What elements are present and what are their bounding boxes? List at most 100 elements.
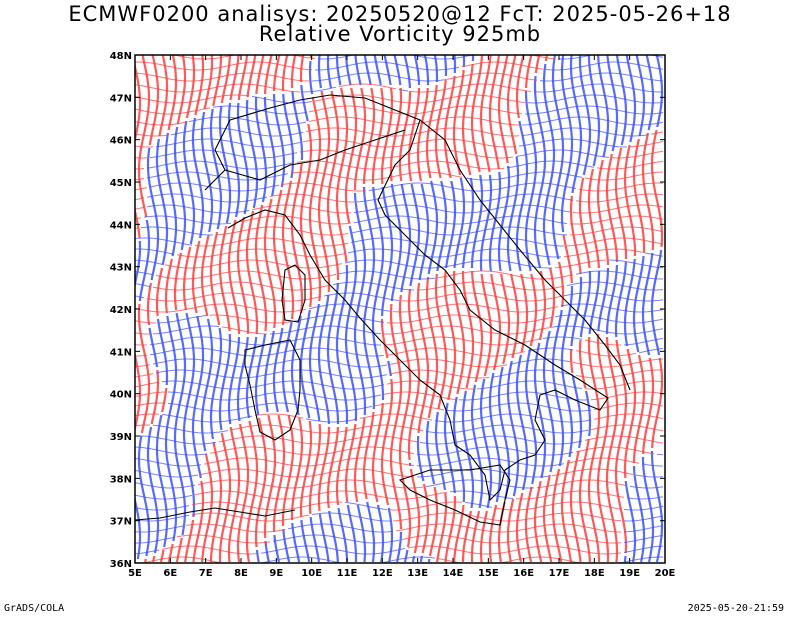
- positive-vorticity-contour: [140, 303, 559, 313]
- sicily: [398, 464, 511, 526]
- negative-vorticity-contour: [317, 55, 664, 60]
- positive-vorticity-contour: [254, 55, 268, 548]
- negative-vorticity-contour: [623, 55, 637, 563]
- lon-tick-label: 7E: [199, 568, 213, 579]
- lat-tick-label: 44N: [110, 220, 132, 231]
- negative-vorticity-contour: [161, 413, 592, 423]
- positive-vorticity-contour: [371, 87, 385, 503]
- lat-tick-label: 45N: [110, 178, 132, 189]
- negative-vorticity-contour: [152, 325, 664, 335]
- negative-vorticity-contour: [146, 160, 595, 170]
- positive-vorticity-contour: [135, 171, 664, 181]
- negative-vorticity-contour: [191, 117, 205, 479]
- negative-vorticity-contour: [167, 402, 592, 412]
- footer-timestamp: 2025-05-20-21:59: [687, 603, 784, 614]
- negative-vorticity-contour: [315, 61, 664, 71]
- positive-vorticity-contour: [135, 138, 664, 148]
- positive-vorticity-contour: [135, 83, 532, 93]
- lon-tick-label: 9E: [269, 568, 283, 579]
- positive-vorticity-contour: [135, 424, 664, 434]
- positive-vorticity-contour: [135, 336, 621, 346]
- positive-vorticity-contour: [218, 435, 664, 445]
- positive-vorticity-contour: [443, 75, 457, 563]
- lon-tick-label: 16E: [513, 568, 534, 579]
- lat-tick-label: 38N: [110, 474, 132, 485]
- negative-vorticity-contour: [135, 468, 664, 478]
- lat-tick-label: 47N: [110, 93, 132, 104]
- positive-vorticity-contour: [194, 237, 664, 247]
- positive-vorticity-contour: [389, 87, 403, 530]
- negative-vorticity-contour: [155, 369, 574, 379]
- positive-vorticity-contour: [290, 55, 304, 521]
- positive-vorticity-contour: [135, 347, 637, 357]
- negative-vorticity-contour: [140, 226, 568, 236]
- positive-vorticity-contour: [155, 55, 169, 563]
- positive-vorticity-contour: [135, 325, 550, 335]
- negative-vorticity-contour: [335, 55, 349, 562]
- positive-vorticity-contour: [135, 193, 664, 203]
- positive-vorticity-contour: [281, 55, 295, 527]
- lon-tick-label: 8E: [234, 568, 248, 579]
- corsica: [281, 264, 306, 323]
- positive-vorticity-contour: [176, 534, 622, 544]
- negative-vorticity-contour: [135, 237, 564, 247]
- negative-vorticity-contour: [479, 174, 493, 509]
- balkan-coast: [419, 119, 631, 391]
- lon-tick-label: 14E: [443, 568, 464, 579]
- negative-vorticity-contour: [146, 204, 571, 214]
- negative-vorticity-contour: [135, 545, 664, 555]
- lon-tick-label: 18E: [584, 568, 605, 579]
- lon-tick-label: 13E: [407, 568, 428, 579]
- chart-title: ECMWF0200 analisys: 20250520@12 FcT: 202…: [68, 2, 732, 26]
- negative-vorticity-contour: [587, 55, 601, 335]
- negative-vorticity-contour: [138, 435, 583, 445]
- positive-vorticity-contour: [135, 402, 664, 411]
- positive-vorticity-contour: [135, 94, 526, 104]
- negative-vorticity-contour: [135, 446, 664, 456]
- negative-vorticity-contour: [311, 72, 664, 82]
- lon-tick-label: 6E: [163, 568, 177, 579]
- negative-vorticity-contour: [135, 292, 664, 302]
- positive-vorticity-contour: [135, 204, 664, 214]
- negative-vorticity-contour: [146, 193, 574, 203]
- negative-vorticity-contour: [135, 281, 664, 291]
- positive-vorticity-contour: [218, 55, 232, 563]
- map-axis-ticks: 5E 6E 7E 8E 9E 10E 11E 12E 13E 14E 15E 16E 17E 18E 19E…: [110, 51, 676, 579]
- positive-vorticity-contour: [146, 55, 160, 563]
- positive-vorticity-contour: [171, 55, 556, 60]
- negative-vorticity-contour: [170, 127, 649, 137]
- negative-vorticity-contour: [135, 248, 664, 258]
- lat-tick-label: 42N: [110, 305, 132, 316]
- negative-vorticity-contour: [551, 55, 565, 467]
- negative-vorticity-contour: [135, 259, 664, 269]
- positive-vorticity-contour: [641, 132, 655, 455]
- positive-vorticity-contour: [164, 259, 607, 269]
- lat-tick-label: 39N: [110, 432, 132, 443]
- negative-vorticity-contour: [251, 94, 664, 104]
- negative-vorticity-contour: [135, 457, 663, 467]
- lon-tick-label: 10E: [301, 568, 322, 579]
- negative-vorticity-contour: [158, 314, 664, 324]
- positive-vorticity-contour: [191, 55, 205, 563]
- lon-tick-label: 5E: [128, 568, 142, 579]
- positive-vorticity-contour: [155, 270, 574, 280]
- positive-vorticity-contour: [135, 160, 664, 170]
- positive-vorticity-contour: [362, 87, 376, 500]
- positive-vorticity-contour: [135, 369, 664, 379]
- lat-tick-label: 40N: [110, 390, 132, 401]
- positive-vorticity-contour: [596, 159, 610, 563]
- negative-vorticity-contour: [302, 83, 663, 93]
- positive-vorticity-contour: [197, 479, 628, 489]
- positive-vorticity-contour: [605, 153, 619, 563]
- positive-vorticity-contour: [137, 55, 151, 563]
- positive-vorticity-contour: [203, 457, 640, 467]
- positive-vorticity-contour: [135, 391, 664, 401]
- negative-vorticity-contour: [161, 380, 583, 390]
- lon-tick-label: 17E: [549, 568, 570, 579]
- negative-vorticity-contour: [236, 102, 250, 422]
- positive-vorticity-contour: [135, 182, 664, 192]
- positive-vorticity-contour: [326, 90, 340, 509]
- italy-coastline: [204, 94, 609, 502]
- northern-border: [224, 129, 406, 181]
